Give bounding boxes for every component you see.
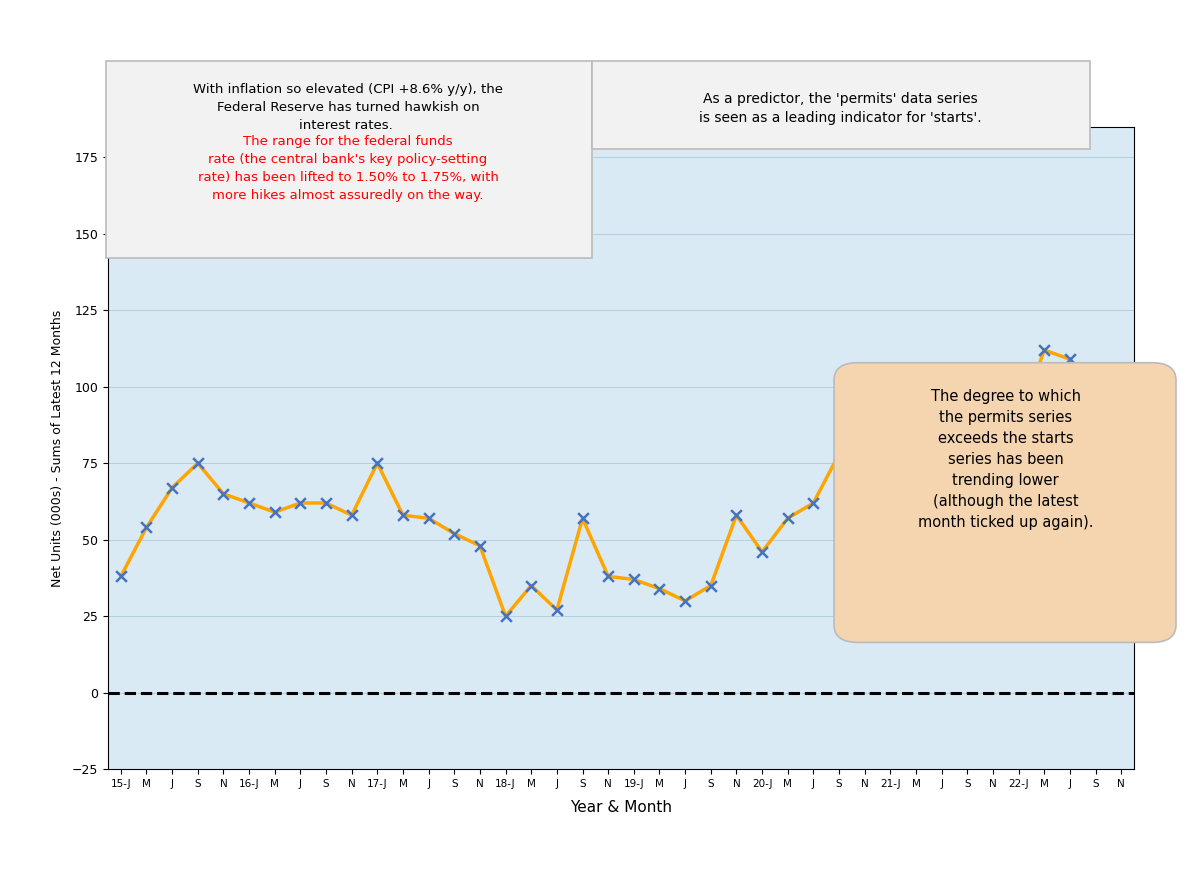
Point [496, 609, 515, 623]
Text: (FROM NOT SEASONALLY ADJUSTED/NSA ACTUALS): (FROM NOT SEASONALLY ADJUSTED/NSA ACTUAL… [401, 92, 799, 106]
X-axis label: Year & Month: Year & Month [570, 800, 672, 815]
Point [419, 511, 438, 525]
Point [624, 572, 643, 586]
Point [881, 434, 900, 449]
Point [317, 496, 336, 510]
Point [367, 456, 386, 470]
Point [1111, 416, 1130, 430]
Point [676, 594, 695, 608]
Point [214, 487, 233, 501]
Point [1138, 493, 1157, 507]
Text: The range for the federal funds
rate (the central bank's key policy-setting
rate: The range for the federal funds rate (th… [198, 135, 498, 203]
Point [1188, 493, 1200, 507]
Point [727, 508, 746, 522]
Point [394, 508, 413, 522]
Point [470, 538, 490, 553]
Point [188, 456, 208, 470]
Point [572, 511, 592, 525]
Text: As a predictor, the 'permits' data series
is seen as a leading indicator for 'st: As a predictor, the 'permits' data serie… [698, 92, 982, 125]
FancyBboxPatch shape [592, 61, 1090, 149]
Point [1086, 401, 1105, 415]
Point [445, 526, 464, 540]
Point [265, 505, 284, 519]
Text: ISSUED MINUS NUMBER OF HOUSING STARTS, TOTAL U.S.: ISSUED MINUS NUMBER OF HOUSING STARTS, T… [286, 57, 914, 76]
Point [804, 496, 823, 510]
Point [1009, 416, 1028, 430]
Point [1163, 484, 1182, 498]
Point [522, 579, 541, 593]
Point [162, 481, 181, 495]
Point [599, 570, 618, 584]
Y-axis label: Net Units (000s) - Sums of Latest 12 Months: Net Units (000s) - Sums of Latest 12 Mon… [50, 309, 64, 586]
Text: The degree to which
the permits series
exceeds the starts
series has been
trendi: The degree to which the permits series e… [918, 389, 1093, 530]
Point [829, 447, 848, 461]
Point [932, 493, 952, 507]
FancyBboxPatch shape [106, 61, 592, 258]
Text: With inflation so elevated (CPI +8.6% y/y), the
Federal Reserve has turned hawki: With inflation so elevated (CPI +8.6% y/… [193, 83, 503, 132]
Point [1034, 343, 1054, 357]
Point [290, 496, 310, 510]
Text: 12-MONTH MOVING TOTALS OF NUMBER OF RESIDENTIAL PERMITS: 12-MONTH MOVING TOTALS OF NUMBER OF RESI… [234, 28, 966, 47]
Point [778, 511, 797, 525]
FancyBboxPatch shape [834, 363, 1176, 642]
Point [342, 508, 361, 522]
Point [240, 496, 259, 510]
Point [752, 545, 772, 559]
Point [856, 440, 875, 454]
Point [1061, 352, 1080, 366]
Point [137, 520, 156, 534]
Point [958, 487, 977, 501]
Point [650, 582, 670, 596]
Point [983, 453, 1002, 467]
Point [112, 570, 131, 584]
Point [547, 603, 566, 617]
Point [906, 496, 925, 510]
Point [701, 579, 720, 593]
